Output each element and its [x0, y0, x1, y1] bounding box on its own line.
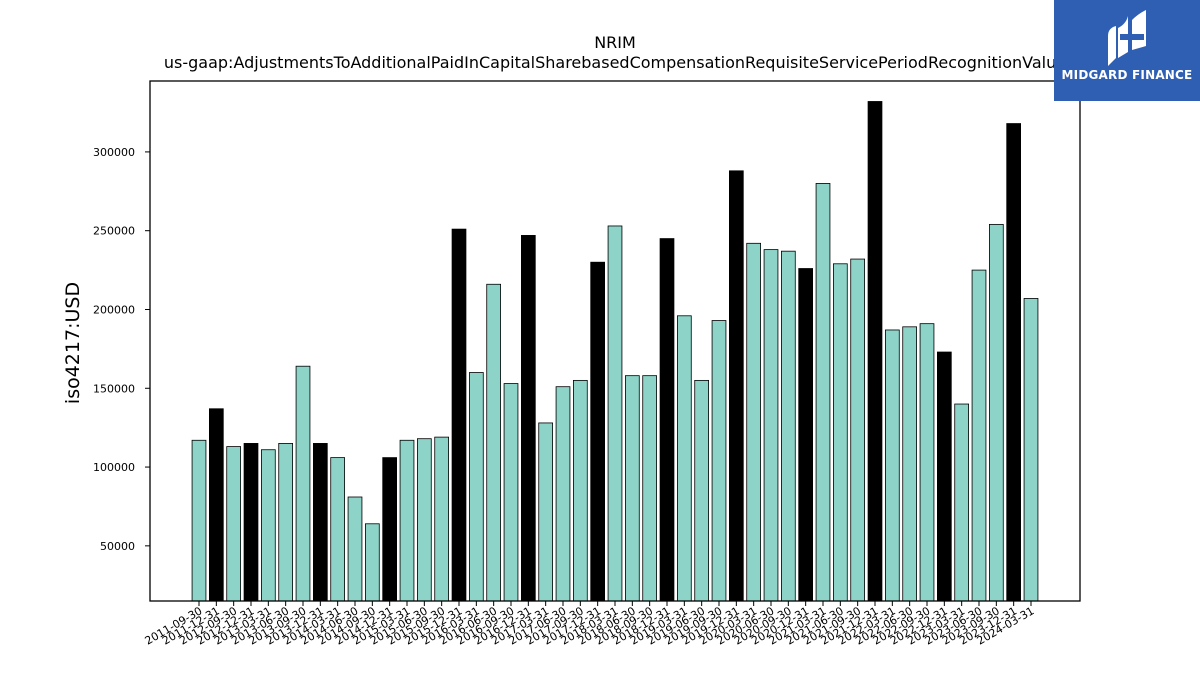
bar-2019-09-30: [711, 320, 727, 602]
bar-2015-06-30: [416, 438, 432, 602]
y-tick-label: 250000: [93, 225, 135, 238]
bar-2017-12-31: [590, 261, 605, 602]
y-axis: 50000 100000 150000 200000 250000 300000: [93, 146, 150, 553]
bar-2013-09-30: [295, 365, 311, 602]
bar-2021-12-31: [867, 101, 883, 602]
bar-2014-06-30: [347, 496, 363, 602]
bar-2020-03-31: [746, 242, 761, 602]
bar-2013-03-31: [260, 449, 276, 602]
bar-2019-03-31: [677, 315, 692, 602]
plot-frame: [149, 80, 1081, 602]
bar-2022-06-30: [902, 326, 917, 602]
bar-2017-09-30: [573, 379, 588, 602]
bar-2011-09-30: [191, 439, 207, 602]
bar-2022-09-30: [919, 323, 935, 602]
bar-2022-03-31: [885, 329, 900, 602]
bar-2015-09-30: [434, 436, 450, 602]
bar-2023-06-30: [971, 269, 987, 602]
bar-2015-03-31: [399, 439, 415, 602]
bar-2019-12-31: [729, 170, 744, 602]
bar-2023-03-31: [954, 403, 969, 602]
bar-2016-06-30: [486, 283, 502, 602]
logo-text: MIDGARD FINANCE: [1061, 68, 1193, 82]
bar-2016-09-30: [503, 383, 519, 602]
bar-2014-12-31: [382, 457, 398, 602]
bar-2022-12-31: [937, 351, 952, 602]
y-tick-label: 300000: [93, 146, 135, 159]
y-axis-label: iso4217:USD: [62, 282, 84, 404]
logo-mark-icon: [1108, 10, 1146, 66]
y-tick-label: 150000: [93, 382, 135, 395]
bar-2013-12-31: [312, 443, 328, 602]
bar-2023-09-30: [989, 223, 1004, 602]
bar-2020-09-30: [781, 250, 796, 602]
bar-2018-12-31: [659, 238, 675, 602]
bar-2018-03-31: [607, 225, 623, 602]
y-tick-label: 50000: [100, 540, 135, 553]
bar-2016-12-31: [521, 235, 536, 602]
bar-2012-12-31: [243, 443, 259, 602]
y-tick-label: 100000: [93, 461, 135, 474]
bar-2020-12-31: [798, 268, 813, 602]
bar-2015-12-31: [451, 228, 467, 602]
bar-2014-09-30: [364, 523, 380, 602]
bar-2017-06-30: [555, 386, 571, 602]
bar-2014-03-31: [330, 457, 346, 602]
bar-2018-09-30: [642, 375, 657, 602]
bar-2016-03-31: [468, 372, 484, 602]
bar-2024-03-31: [1023, 298, 1039, 602]
bar-2020-06-30: [763, 249, 779, 602]
midgard-finance-logo: MIDGARD FINANCE: [1054, 0, 1200, 101]
bar-2017-03-31: [538, 422, 553, 602]
chart-subtitle: us-gaap:AdjustmentsToAdditionalPaidInCap…: [164, 53, 1066, 72]
bar-2011-12-31: [208, 408, 224, 602]
bar-2013-06-30: [278, 443, 294, 602]
chart-title: NRIM: [594, 33, 636, 52]
bar-2021-06-30: [833, 263, 848, 602]
bar-2018-06-30: [625, 375, 640, 602]
bar-2023-12-31: [1006, 123, 1021, 602]
bars: [191, 101, 1039, 602]
x-axis: 2011-09-302011-12-312012-09-302012-12-31…: [143, 601, 1037, 648]
bar-2019-06-30: [694, 379, 709, 602]
bar-2021-09-30: [850, 258, 865, 602]
bar-2021-03-31: [815, 183, 831, 602]
bar-2012-09-30: [226, 446, 241, 602]
y-tick-label: 200000: [93, 303, 135, 316]
